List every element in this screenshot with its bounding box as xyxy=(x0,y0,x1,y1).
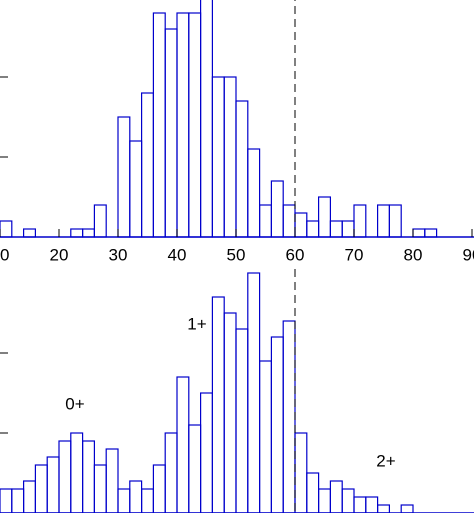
bar xyxy=(70,432,84,513)
bar xyxy=(188,424,202,513)
bar xyxy=(341,220,355,238)
bar xyxy=(152,12,166,238)
bar xyxy=(424,228,438,238)
bar xyxy=(58,440,72,513)
x-tick-label: 50 xyxy=(227,245,246,264)
bar xyxy=(129,140,143,238)
x-tick-label: 60 xyxy=(286,245,305,264)
bar xyxy=(329,220,343,238)
bar xyxy=(341,488,355,513)
bar xyxy=(164,432,178,513)
bar xyxy=(353,496,367,513)
annotation: 2+ xyxy=(376,451,395,470)
bar xyxy=(306,472,320,513)
bar xyxy=(259,360,273,513)
bar xyxy=(11,488,25,513)
bar xyxy=(329,480,343,513)
bar xyxy=(294,432,308,513)
x-tick-label: 30 xyxy=(109,245,128,264)
bar xyxy=(247,148,261,238)
bar xyxy=(318,196,332,238)
bar xyxy=(105,448,119,513)
bar xyxy=(223,76,237,238)
annotation: 1+ xyxy=(187,314,206,333)
bar xyxy=(200,0,214,238)
bar xyxy=(223,312,237,513)
bar xyxy=(353,204,367,238)
x-tick-label: 40 xyxy=(168,245,187,264)
bar xyxy=(34,464,48,513)
bar xyxy=(211,296,225,513)
x-tick-label: 70 xyxy=(345,245,364,264)
bar xyxy=(270,180,284,238)
bar xyxy=(294,212,308,238)
bar xyxy=(70,228,84,238)
bar xyxy=(400,504,414,513)
bar xyxy=(259,204,273,238)
x-tick-label: 20 xyxy=(50,245,69,264)
bar xyxy=(306,220,320,238)
bar xyxy=(365,496,379,513)
bar xyxy=(412,228,426,238)
bar xyxy=(211,76,225,238)
bar xyxy=(270,336,284,513)
x-tick-label: 90 xyxy=(463,245,474,264)
bar xyxy=(235,328,249,513)
bar xyxy=(388,204,402,238)
bar xyxy=(247,272,261,513)
bar xyxy=(176,376,190,513)
bar xyxy=(176,12,190,238)
bar xyxy=(377,504,391,513)
x-tick-label: 10 xyxy=(0,245,9,264)
bar xyxy=(152,464,166,513)
bar xyxy=(93,204,107,238)
bar xyxy=(141,488,155,513)
bar xyxy=(117,116,131,238)
bar xyxy=(377,204,391,238)
bar xyxy=(282,320,296,513)
x-tick-label: 80 xyxy=(404,245,423,264)
bar xyxy=(235,100,249,238)
bar xyxy=(164,28,178,238)
bar xyxy=(282,204,296,238)
annotation: 0+ xyxy=(65,394,84,413)
bar xyxy=(117,488,131,513)
bar xyxy=(188,12,202,238)
bar xyxy=(93,464,107,513)
bar xyxy=(81,228,95,238)
bar xyxy=(129,480,143,513)
bar xyxy=(0,488,13,513)
bar xyxy=(81,440,95,513)
bar xyxy=(46,456,60,513)
bar xyxy=(141,92,155,238)
bar xyxy=(200,392,214,513)
bar xyxy=(0,220,13,238)
bar xyxy=(23,228,37,238)
bar xyxy=(318,488,332,513)
bar xyxy=(23,480,37,513)
